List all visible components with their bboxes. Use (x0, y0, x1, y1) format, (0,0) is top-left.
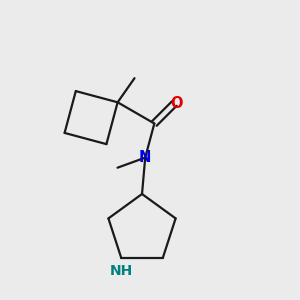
Text: NH: NH (110, 264, 133, 278)
Text: N: N (139, 150, 152, 165)
Text: O: O (170, 96, 183, 111)
